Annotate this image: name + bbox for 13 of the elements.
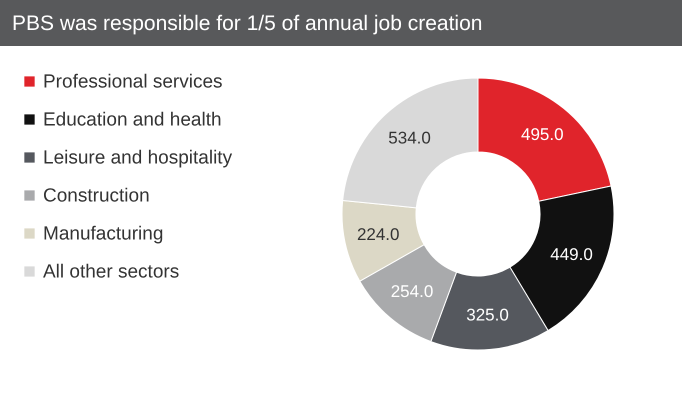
data-label: 325.0 (466, 306, 509, 325)
data-label: 449.0 (550, 244, 593, 264)
data-label: 224.0 (356, 225, 400, 244)
legend-label: Manufacturing (43, 224, 164, 244)
data-label: 495.0 (521, 124, 564, 144)
chart-title: PBS was responsible for 1/5 of annual job creation (12, 12, 482, 35)
legend-label: Professional services (43, 72, 223, 92)
data-label: 534.0 (388, 128, 431, 148)
legend-label: Education and health (43, 110, 222, 130)
legend-label: Leisure and hospitality (43, 148, 233, 168)
legend-label: All other sectors (43, 262, 180, 282)
legend-label: Construction (43, 186, 150, 206)
data-label: 254.0 (390, 282, 434, 301)
